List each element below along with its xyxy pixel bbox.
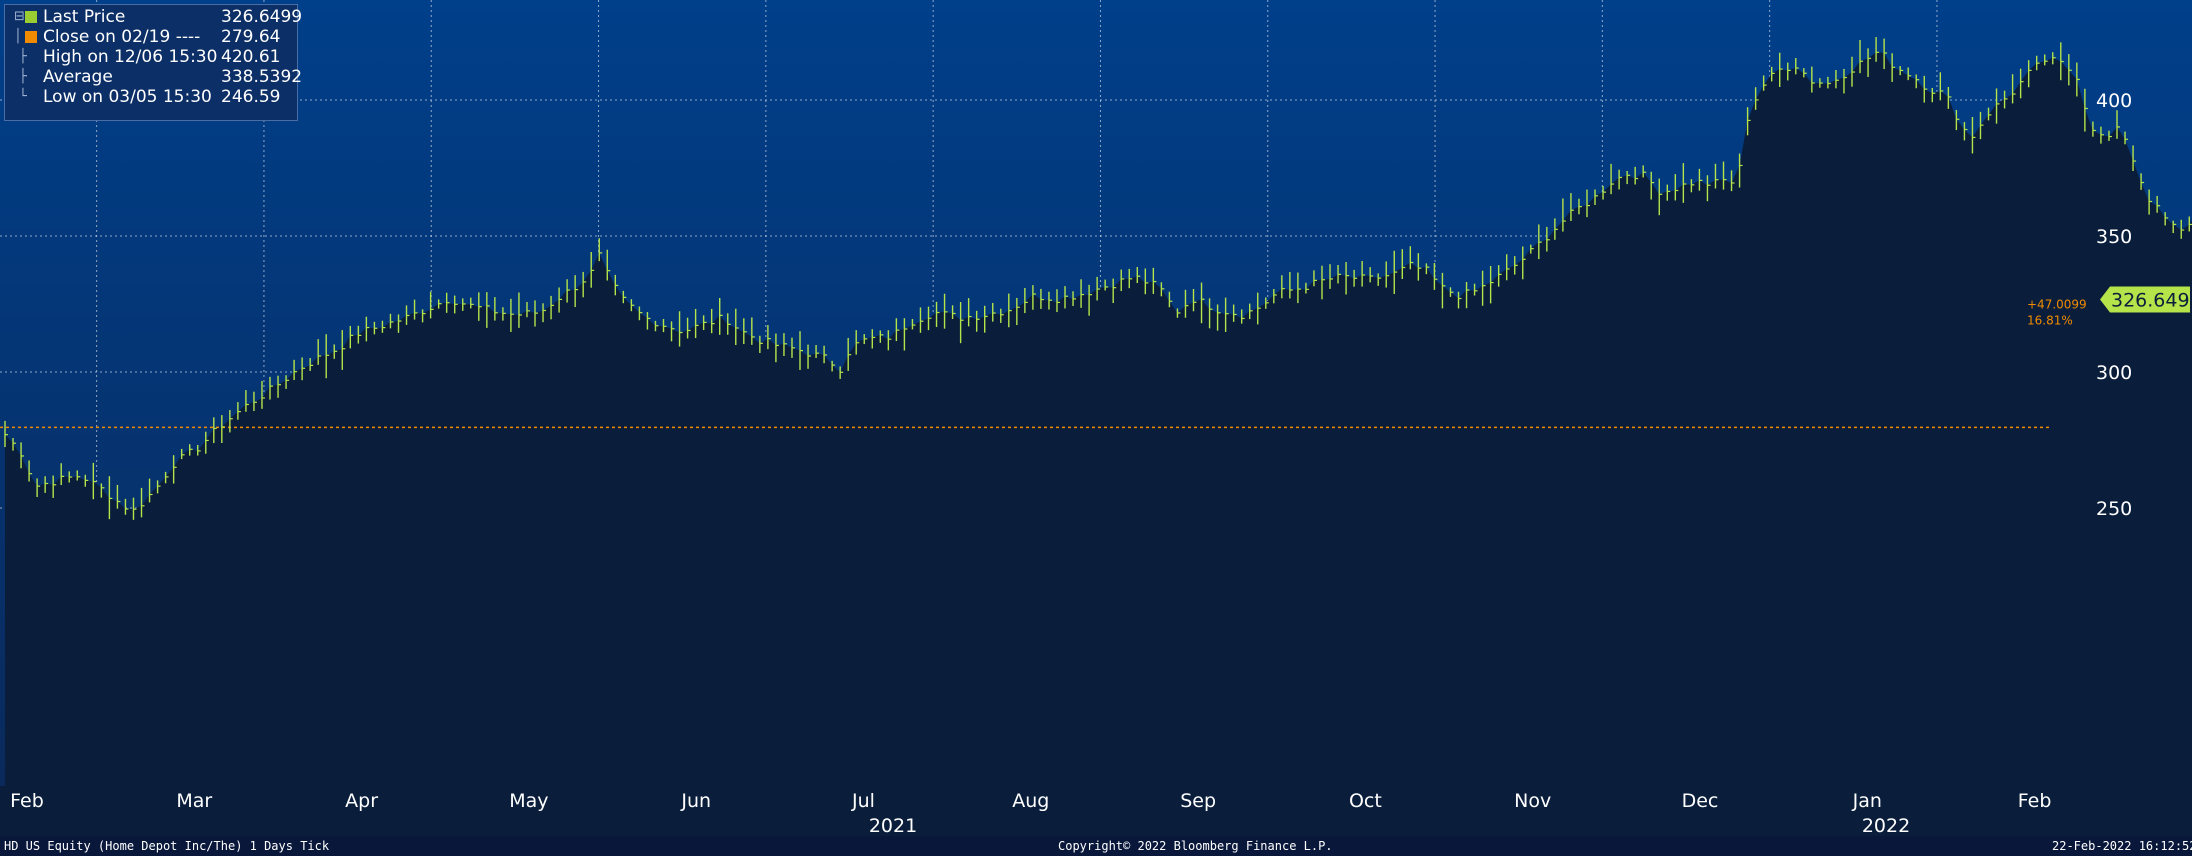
legend-value: 246.59	[221, 87, 281, 107]
legend-value: 279.64	[221, 27, 281, 47]
x-tick-label: Jun	[680, 790, 711, 812]
tree-branch-icon: │	[14, 29, 22, 44]
tree-branch-icon: ├	[19, 49, 27, 64]
y-tick-label: 400	[2096, 90, 2132, 112]
x-tick-label: Jul	[851, 790, 875, 812]
x-tick-label: Nov	[1514, 790, 1551, 812]
tree-branch-icon: └	[19, 89, 27, 104]
x-tick-label: Oct	[1349, 790, 1382, 812]
footer-band	[0, 836, 2192, 856]
x-tick-label: May	[509, 790, 548, 812]
x-tick-label: Aug	[1012, 790, 1049, 812]
x-tick-label: Feb	[10, 790, 44, 812]
legend-row-high: ├ High on 12/06 15:30 420.61	[5, 47, 297, 67]
tree-branch-icon: ├	[19, 69, 27, 84]
legend-value: 338.5392	[221, 67, 303, 87]
legend-row-last-price: ⊟ Last Price 326.6499	[5, 7, 302, 27]
x-tick-label: Sep	[1180, 790, 1216, 812]
legend-box: ⊟ Last Price 326.6499 │ Close on 02/19 -…	[4, 4, 302, 121]
x-tick-label: Dec	[1682, 790, 1719, 812]
legend-label: High on 12/06 15:30	[43, 47, 218, 67]
footer-timestamp: 22-Feb-2022 16:12:52	[2052, 839, 2192, 853]
footer-copyright: Copyright© 2022 Bloomberg Finance L.P.	[1058, 839, 1333, 853]
legend-value: 326.6499	[221, 7, 303, 27]
legend-row-low: └ Low on 03/05 15:30 246.59	[5, 87, 297, 107]
legend-row-average: ├ Average 338.5392	[5, 67, 302, 87]
change-percent: 16.81%	[2027, 314, 2073, 328]
legend-label: Last Price	[43, 7, 126, 27]
y-tick-label: 350	[2096, 226, 2132, 248]
y-tick-label: 300	[2096, 362, 2132, 384]
x-axis-band	[0, 786, 2192, 836]
x-tick-label: Feb	[2018, 790, 2052, 812]
legend-label: Close on 02/19 ----	[43, 27, 201, 47]
footer-security: HD US Equity (Home Depot Inc/The) 1 Days…	[4, 839, 330, 853]
last-price-tag-value: 326.6499	[2111, 290, 2192, 312]
legend-row-close: │ Close on 02/19 ---- 279.64	[5, 27, 297, 47]
last-price-tag: 326.6499	[2100, 286, 2192, 313]
legend-label: Average	[43, 67, 113, 87]
change-absolute: +47.0099	[2027, 298, 2087, 312]
y-tick-label: 250	[2096, 498, 2132, 520]
x-tick-label: Jan	[1852, 790, 1882, 812]
price-area	[5, 52, 2192, 786]
legend-label: Low on 03/05 15:30	[43, 87, 212, 107]
x-tick-label: Apr	[345, 790, 378, 812]
x-year-label: 2021	[869, 815, 917, 837]
legend-value: 420.61	[221, 47, 281, 67]
x-year-label: 2022	[1862, 815, 1910, 837]
last-price-swatch	[25, 11, 37, 23]
x-tick-label: Mar	[176, 790, 212, 812]
tree-icon: ⊟	[14, 9, 25, 24]
close-swatch	[25, 31, 37, 43]
